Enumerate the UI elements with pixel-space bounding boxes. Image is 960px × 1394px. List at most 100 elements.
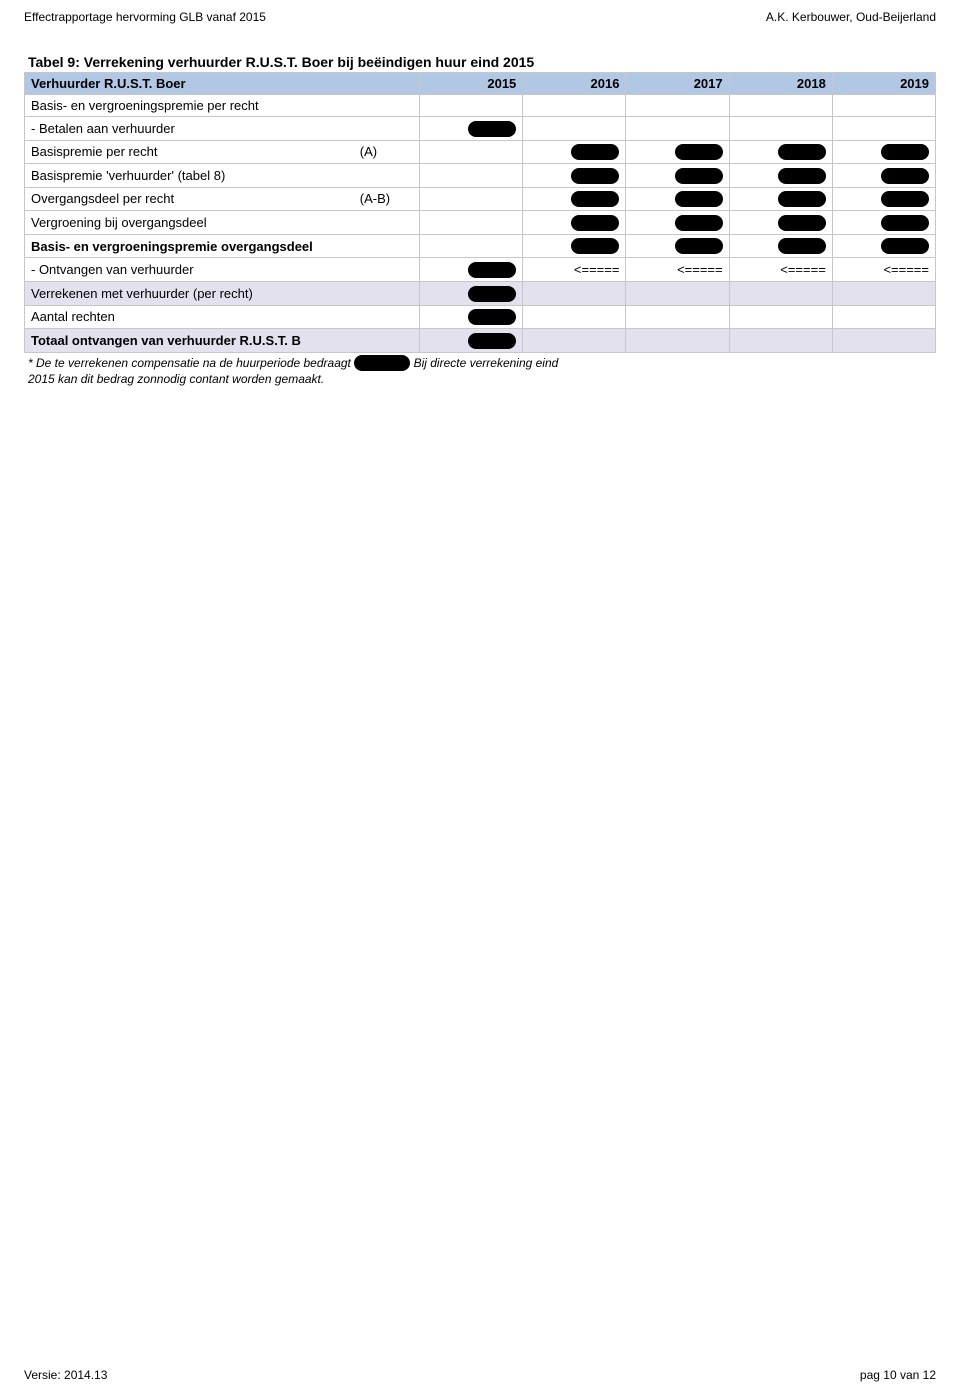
footnote-line2: 2015 kan dit bedrag zonnodig contant wor…: [28, 372, 324, 386]
cell-value: [832, 140, 935, 164]
redacted-value: [881, 238, 929, 254]
cell-value: [729, 117, 832, 141]
cell-value: [729, 211, 832, 235]
head-label: Verhuurder R.U.S.T. Boer: [25, 73, 420, 95]
cell-value: <=====: [626, 258, 729, 282]
table-row: - Betalen aan verhuurder: [25, 117, 936, 141]
cell-value: [523, 211, 626, 235]
page-footer: Versie: 2014.13 pag 10 van 12: [24, 1368, 936, 1382]
cell-value: [420, 140, 523, 164]
cell-value: [626, 95, 729, 117]
row-label: Overgangsdeel per recht: [25, 187, 354, 211]
cell-value: [523, 281, 626, 305]
table-row: Basispremie per recht(A): [25, 140, 936, 164]
cell-value: [420, 329, 523, 353]
cell-value: [832, 234, 935, 258]
redacted-value: [778, 215, 826, 231]
row-label: - Ontvangen van verhuurder: [25, 258, 354, 282]
row-sublabel: (A): [354, 140, 420, 164]
table-footnote: * De te verrekenen compensatie na de huu…: [24, 355, 936, 388]
cell-value: [420, 258, 523, 282]
cell-value: [729, 329, 832, 353]
redacted-value: [571, 238, 619, 254]
footnote-post: Bij directe verrekening eind: [414, 356, 559, 370]
row-label: Totaal ontvangen van verhuurder R.U.S.T.…: [25, 329, 354, 353]
cell-value: [420, 234, 523, 258]
redacted-value: [778, 191, 826, 207]
table-header-row: Verhuurder R.U.S.T. Boer 2015 2016 2017 …: [25, 73, 936, 95]
cell-value: [832, 117, 935, 141]
cell-value: [523, 234, 626, 258]
cell-value: [832, 95, 935, 117]
cell-value: [523, 95, 626, 117]
cell-value: [523, 329, 626, 353]
row-sublabel: [354, 211, 420, 235]
cell-value: [832, 329, 935, 353]
col-2019: 2019: [832, 73, 935, 95]
redacted-value: [468, 121, 516, 137]
cell-value: [523, 164, 626, 188]
row-label: Aantal rechten: [25, 305, 354, 329]
row-label: Verrekenen met verhuurder (per recht): [25, 281, 354, 305]
table-row: - Ontvangen van verhuurder <=====<=====<…: [25, 258, 936, 282]
cell-value: [626, 187, 729, 211]
cell-value: [523, 305, 626, 329]
redacted-value: [571, 215, 619, 231]
cell-value: [729, 281, 832, 305]
cell-value: [729, 187, 832, 211]
redacted-value: [778, 238, 826, 254]
redacted-value: [468, 333, 516, 349]
redacted-value: [881, 168, 929, 184]
table-row: Vergroening bij overgangsdeel: [25, 211, 936, 235]
redacted-value: [881, 215, 929, 231]
table-row: Overgangsdeel per recht(A-B): [25, 187, 936, 211]
cell-value: <=====: [523, 258, 626, 282]
cell-value: [832, 187, 935, 211]
row-sublabel: [354, 258, 420, 282]
col-2017: 2017: [626, 73, 729, 95]
cell-value: [626, 211, 729, 235]
table-row: Basis- en vergroeningspremie overgangsde…: [25, 234, 936, 258]
redacted-value: [468, 262, 516, 278]
col-2016: 2016: [523, 73, 626, 95]
cell-value: [626, 281, 729, 305]
row-sublabel: [354, 281, 420, 305]
row-sublabel: (A-B): [354, 187, 420, 211]
cell-value: [420, 95, 523, 117]
table-row: Totaal ontvangen van verhuurder R.U.S.T.…: [25, 329, 936, 353]
cell-value: [729, 234, 832, 258]
cell-value: [832, 164, 935, 188]
cell-value: [832, 305, 935, 329]
cell-value: [626, 164, 729, 188]
row-label: Basis- en vergroeningspremie overgangsde…: [25, 234, 354, 258]
table-verrekening: Verhuurder R.U.S.T. Boer 2015 2016 2017 …: [24, 72, 936, 353]
cell-value: [523, 140, 626, 164]
row-label: Basispremie 'verhuurder' (tabel 8): [25, 164, 354, 188]
row-sublabel: [354, 117, 420, 141]
redacted-value: [675, 168, 723, 184]
row-label: - Betalen aan verhuurder: [25, 117, 354, 141]
cell-value: [523, 187, 626, 211]
cell-value: <=====: [832, 258, 935, 282]
row-sublabel: [354, 305, 420, 329]
redacted-value: [881, 144, 929, 160]
cell-value: [729, 164, 832, 188]
col-2015: 2015: [420, 73, 523, 95]
cell-value: [626, 234, 729, 258]
cell-value: [626, 117, 729, 141]
footer-page: pag 10 van 12: [860, 1368, 936, 1382]
footer-version: Versie: 2014.13: [24, 1368, 107, 1382]
row-sublabel: [354, 329, 420, 353]
redacted-value: [354, 355, 410, 371]
cell-value: [420, 305, 523, 329]
row-label: Vergroening bij overgangsdeel: [25, 211, 354, 235]
cell-value: [420, 187, 523, 211]
redacted-value: [571, 168, 619, 184]
footnote-pre: * De te verrekenen compensatie na de huu…: [28, 356, 351, 370]
redacted-value: [881, 191, 929, 207]
cell-value: [420, 117, 523, 141]
table-row: Basis- en vergroeningspremie per recht: [25, 95, 936, 117]
cell-value: [420, 211, 523, 235]
row-sublabel: [354, 164, 420, 188]
redacted-value: [468, 286, 516, 302]
